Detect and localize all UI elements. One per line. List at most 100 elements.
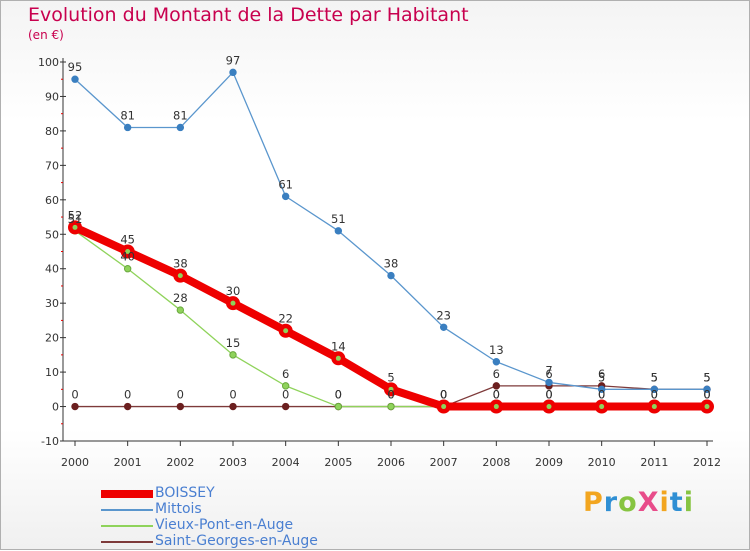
data-label: 0 bbox=[282, 388, 289, 402]
data-point bbox=[123, 265, 132, 273]
data-label: 0 bbox=[440, 388, 447, 402]
y-tick-label: 60 bbox=[45, 194, 59, 207]
legend-item: Saint-Georges-en-Auge bbox=[101, 533, 401, 550]
brand-letter: r bbox=[603, 487, 619, 518]
y-tick-label: 50 bbox=[45, 228, 59, 241]
data-label: 6 bbox=[493, 367, 500, 381]
legend-item: BOISSEY bbox=[101, 485, 401, 502]
data-point bbox=[650, 385, 659, 394]
brand-letter: i bbox=[683, 487, 694, 518]
data-label: 0 bbox=[335, 388, 342, 402]
data-label: 81 bbox=[120, 108, 135, 122]
data-label: 0 bbox=[440, 388, 447, 402]
x-tick-label: 2010 bbox=[588, 456, 616, 469]
y-tick-label: 10 bbox=[45, 366, 59, 379]
data-point bbox=[492, 358, 501, 366]
data-point-inner bbox=[283, 328, 289, 334]
y-tick-label: 0 bbox=[52, 401, 59, 414]
y-tick-label: 100 bbox=[38, 56, 59, 69]
data-point bbox=[176, 402, 185, 411]
data-label: 51 bbox=[68, 212, 83, 226]
data-label: 30 bbox=[226, 284, 241, 298]
data-point-inner bbox=[388, 386, 394, 392]
x-tick-label: 2005 bbox=[324, 456, 352, 469]
legend-label: BOISSEY bbox=[155, 485, 215, 501]
legend-label: Mittois bbox=[155, 501, 202, 517]
data-label: 14 bbox=[331, 339, 346, 353]
data-label: 0 bbox=[703, 388, 710, 402]
data-label: 45 bbox=[120, 233, 135, 247]
legend-item: Vieux-Pont-en-Auge bbox=[101, 517, 401, 534]
data-label: 81 bbox=[173, 108, 188, 122]
data-point-inner bbox=[599, 404, 605, 410]
legend-swatch bbox=[101, 490, 153, 498]
brand-letter: o bbox=[618, 487, 638, 518]
data-point bbox=[71, 402, 79, 411]
data-point bbox=[123, 123, 132, 132]
x-tick-label: 2011 bbox=[640, 456, 668, 469]
legend-label: Saint-Georges-en-Auge bbox=[155, 533, 318, 549]
data-point bbox=[387, 271, 395, 280]
data-point-inner bbox=[704, 404, 710, 410]
data-point bbox=[229, 68, 237, 77]
data-point-inner bbox=[441, 404, 447, 410]
data-label: 0 bbox=[440, 388, 447, 402]
data-point bbox=[334, 227, 343, 235]
data-point-inner bbox=[177, 273, 183, 279]
data-point bbox=[492, 382, 501, 390]
data-point-inner bbox=[230, 300, 236, 306]
data-label: 5 bbox=[651, 370, 658, 384]
data-label: 0 bbox=[177, 388, 184, 402]
series-layer bbox=[68, 68, 714, 414]
data-point bbox=[281, 402, 290, 411]
y-tick-label: 20 bbox=[45, 332, 59, 345]
data-point-inner bbox=[72, 224, 78, 230]
data-label: 13 bbox=[489, 343, 504, 357]
data-label: 0 bbox=[229, 388, 236, 402]
data-point bbox=[281, 382, 290, 390]
data-point bbox=[334, 402, 343, 411]
y-tick-label: 80 bbox=[45, 125, 59, 138]
legend-label: Vieux-Pont-en-Auge bbox=[155, 517, 294, 533]
legend-item: Mittois bbox=[101, 501, 401, 518]
brand-letter: X bbox=[637, 487, 660, 518]
data-label: 5 bbox=[598, 370, 605, 384]
data-label: 0 bbox=[387, 388, 394, 402]
data-point-inner bbox=[493, 404, 499, 410]
x-tick-label: 2006 bbox=[377, 456, 405, 469]
data-label: 0 bbox=[651, 388, 658, 402]
data-label: 7 bbox=[545, 363, 552, 377]
data-label: 15 bbox=[226, 336, 241, 350]
data-label: 0 bbox=[335, 388, 342, 402]
data-point-inner bbox=[125, 249, 131, 254]
data-point bbox=[176, 123, 185, 132]
data-label: 0 bbox=[598, 388, 605, 402]
x-tick-label: 2007 bbox=[430, 456, 458, 469]
x-tick-label: 2002 bbox=[166, 456, 194, 469]
brand-logo: ProXiti bbox=[583, 487, 694, 518]
x-tick-label: 2008 bbox=[482, 456, 510, 469]
y-tick-label: -10 bbox=[41, 435, 59, 448]
data-label: 0 bbox=[598, 388, 605, 402]
legend: BOISSEY Mittois Vieux-Pont-en-Auge Saint-Ge… bbox=[101, 485, 401, 550]
data-label: 51 bbox=[331, 212, 346, 226]
data-label: 0 bbox=[545, 388, 552, 402]
y-tick-label: 90 bbox=[45, 90, 59, 103]
y-tick-label: 30 bbox=[45, 297, 59, 310]
data-label: 5 bbox=[387, 370, 394, 384]
data-point bbox=[123, 402, 132, 411]
data-point bbox=[229, 402, 237, 411]
data-point bbox=[71, 75, 79, 83]
data-label: 95 bbox=[68, 60, 83, 74]
data-point bbox=[545, 378, 553, 387]
data-label: 6 bbox=[545, 367, 552, 381]
data-label: 40 bbox=[120, 250, 135, 264]
data-label: 0 bbox=[124, 388, 131, 402]
data-label: 0 bbox=[493, 388, 500, 402]
data-label: 5 bbox=[703, 370, 710, 384]
data-label: 5 bbox=[651, 370, 658, 384]
data-point bbox=[703, 385, 711, 394]
